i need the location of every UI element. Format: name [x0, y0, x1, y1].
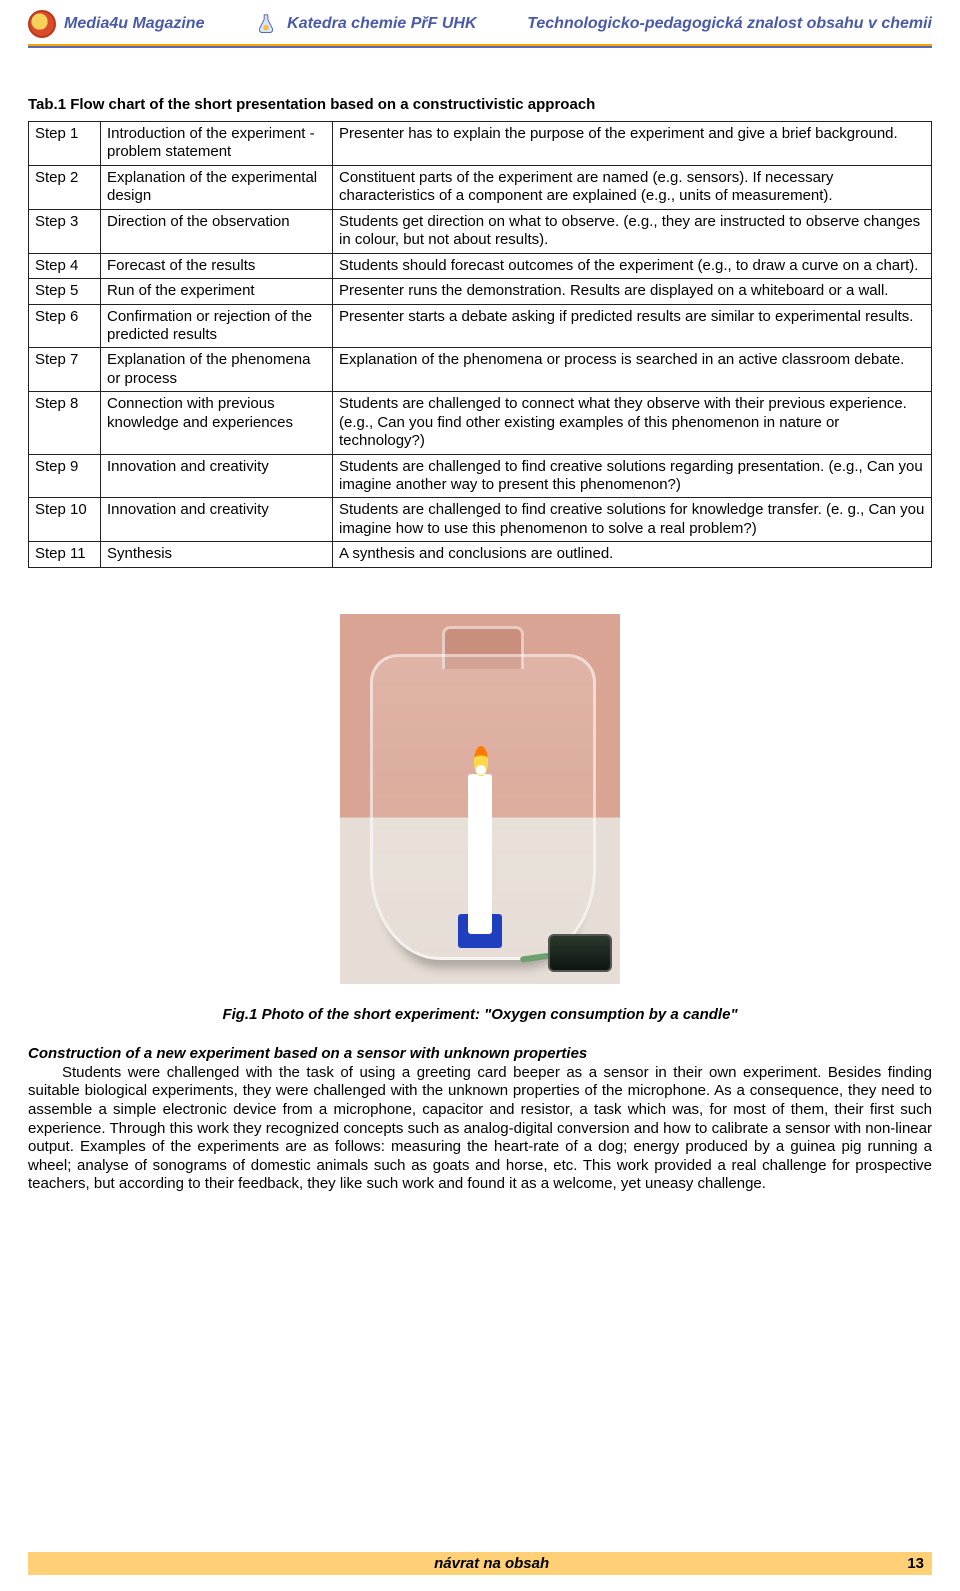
figure-block: Fig.1 Photo of the short experiment: "Ox…: [28, 614, 932, 1023]
table-row: Step 2Explanation of the experimental de…: [29, 165, 932, 209]
header-middle: Katedra chemie PřF UHK: [255, 13, 476, 35]
step-desc-cell: Presenter has to explain the purpose of …: [333, 122, 932, 166]
flowchart-table: Step 1Introduction of the experiment - p…: [28, 121, 932, 568]
header-left: Media4u Magazine: [28, 10, 204, 38]
table-row: Step 5Run of the experimentPresenter run…: [29, 279, 932, 304]
step-name-cell: Innovation and creativity: [101, 498, 333, 542]
step-desc-cell: Students are challenged to connect what …: [333, 392, 932, 454]
step-name-cell: Explanation of the experimental design: [101, 165, 333, 209]
step-cell: Step 6: [29, 304, 101, 348]
table-row: Step 7Explanation of the phenomena or pr…: [29, 348, 932, 392]
step-cell: Step 7: [29, 348, 101, 392]
table-row: Step 10Innovation and creativityStudents…: [29, 498, 932, 542]
step-cell: Step 3: [29, 209, 101, 253]
step-cell: Step 8: [29, 392, 101, 454]
table-row: Step 1Introduction of the experiment - p…: [29, 122, 932, 166]
step-name-cell: Forecast of the results: [101, 253, 333, 278]
step-desc-cell: Students get direction on what to observ…: [333, 209, 932, 253]
page-footer: návrat na obsah 13: [0, 1552, 960, 1575]
sensor-device-shape: [548, 934, 612, 972]
experiment-photo: [340, 614, 620, 984]
step-cell: Step 11: [29, 542, 101, 567]
flask-icon: [255, 13, 277, 35]
step-name-cell: Run of the experiment: [101, 279, 333, 304]
table-row: Step 4Forecast of the resultsStudents sh…: [29, 253, 932, 278]
figure-caption: Fig.1 Photo of the short experiment: "Ox…: [28, 1006, 932, 1023]
section-paragraph: Students were challenged with the task o…: [28, 1064, 932, 1194]
step-cell: Step 9: [29, 454, 101, 498]
section-heading: Construction of a new experiment based o…: [28, 1045, 932, 1062]
candle-shape: [468, 774, 492, 934]
table-row: Step 8Connection with previous knowledge…: [29, 392, 932, 454]
step-cell: Step 4: [29, 253, 101, 278]
header-middle-text: Katedra chemie PřF UHK: [287, 15, 476, 33]
step-desc-cell: Explanation of the phenomena or process …: [333, 348, 932, 392]
candle-flame-shape: [474, 746, 488, 776]
step-name-cell: Explanation of the phenomena or process: [101, 348, 333, 392]
table-row: Step 9Innovation and creativityStudents …: [29, 454, 932, 498]
step-desc-cell: Students are challenged to find creative…: [333, 498, 932, 542]
step-desc-cell: Students should forecast outcomes of the…: [333, 253, 932, 278]
table-row: Step 3Direction of the observationStuden…: [29, 209, 932, 253]
table-row: Step 6Confirmation or rejection of the p…: [29, 304, 932, 348]
step-name-cell: Direction of the observation: [101, 209, 333, 253]
page-number: 13: [907, 1555, 924, 1572]
back-to-contents-link[interactable]: návrat na obsah: [76, 1555, 907, 1572]
step-cell: Step 2: [29, 165, 101, 209]
step-desc-cell: Presenter starts a debate asking if pred…: [333, 304, 932, 348]
table-row: Step 11SynthesisA synthesis and conclusi…: [29, 542, 932, 567]
step-desc-cell: Constituent parts of the experiment are …: [333, 165, 932, 209]
magazine-logo-icon: [28, 10, 56, 38]
step-desc-cell: A synthesis and conclusions are outlined…: [333, 542, 932, 567]
step-name-cell: Innovation and creativity: [101, 454, 333, 498]
step-desc-cell: Students are challenged to find creative…: [333, 454, 932, 498]
step-cell: Step 10: [29, 498, 101, 542]
step-desc-cell: Presenter runs the demonstration. Result…: [333, 279, 932, 304]
step-cell: Step 1: [29, 122, 101, 166]
header-left-text: Media4u Magazine: [64, 15, 204, 33]
step-name-cell: Synthesis: [101, 542, 333, 567]
step-name-cell: Introduction of the experiment - problem…: [101, 122, 333, 166]
page-header: Media4u Magazine Katedra chemie PřF UHK …: [0, 0, 960, 38]
step-cell: Step 5: [29, 279, 101, 304]
step-name-cell: Confirmation or rejection of the predict…: [101, 304, 333, 348]
step-name-cell: Connection with previous knowledge and e…: [101, 392, 333, 454]
table-title: Tab.1 Flow chart of the short presentati…: [28, 96, 932, 113]
header-right-text: Technologicko-pedagogická znalost obsahu…: [527, 15, 932, 33]
